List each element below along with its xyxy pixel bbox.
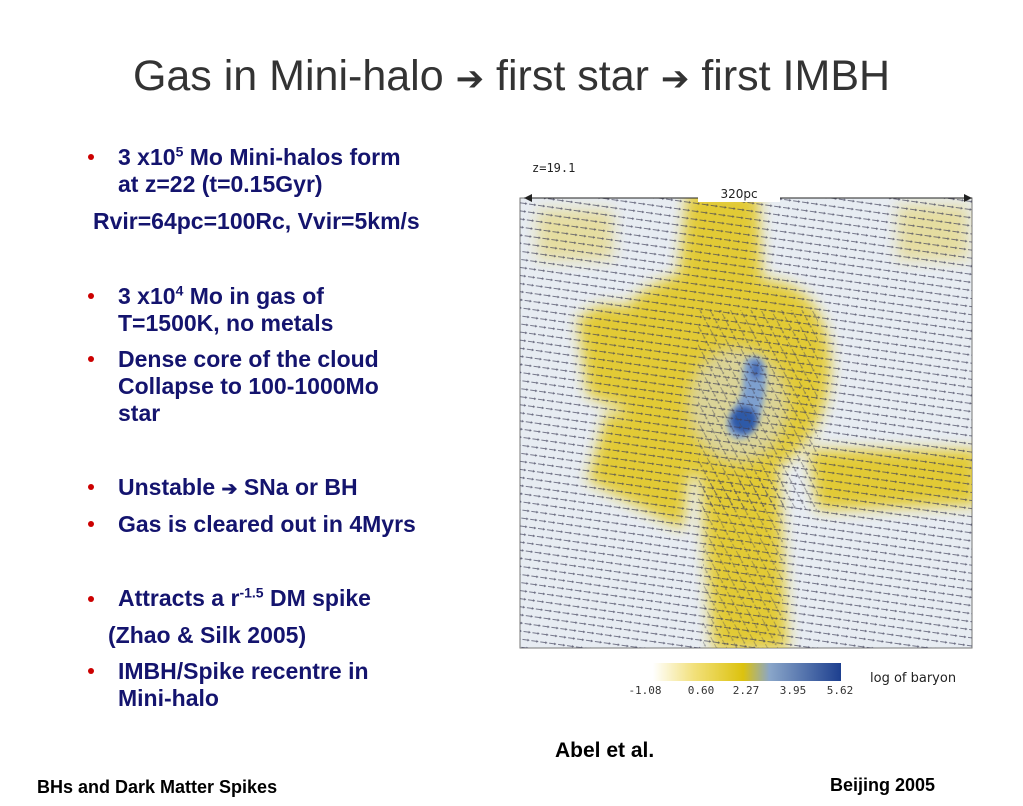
footer-right: Beijing 2005: [830, 775, 936, 795]
scale-arrow-right-icon: [964, 194, 972, 202]
arrow-icon: ➔: [660, 60, 690, 98]
simulation-image: z=19.1 320pc: [519, 161, 973, 649]
bullet-dot: [88, 293, 94, 299]
figure-credit: Abel et al.: [555, 739, 655, 762]
rvir-line: Rvir=64pc=100Rc, Vvir=5km/s: [93, 208, 420, 234]
bullet-dot: [88, 154, 94, 160]
title-part-3: first IMBH: [701, 52, 891, 100]
bullet-minihalo: 3 x105 Mo Mini-halos form at z=22 (t=0.1…: [118, 143, 401, 197]
bullet-gas-cleared: Gas is cleared out in 4Myrs: [118, 511, 416, 537]
simulation-figure: z=19.1 320pc -1.08 0.60 2.27 3.95 5.62 l…: [518, 150, 978, 697]
bullet-gas-mass: 3 x104 Mo in gas of T=1500K, no metals: [118, 282, 334, 336]
arrow-icon: ➔: [455, 60, 485, 98]
footer-left: BHs and Dark Matter Spikes: [37, 777, 278, 797]
title-part-1: Gas in Mini-halo: [132, 52, 444, 100]
bullet-dot: [88, 668, 94, 674]
bullet-dot: [88, 356, 94, 362]
colorbar-tick: 0.60: [688, 684, 715, 697]
colorbar-gradient: [653, 663, 841, 681]
bullet-dot: [88, 521, 94, 527]
colorbar-label: log of baryon: [870, 671, 956, 686]
arrow-icon: ➔: [221, 479, 238, 500]
slide-title: Gas in Mini-halo ➔ first star ➔ first IM…: [0, 52, 1023, 101]
colorbar-tick: -1.08: [628, 684, 661, 697]
bullet-imbh-recentre: IMBH/Spike recentre in Mini-halo: [118, 658, 369, 711]
colorbar: -1.08 0.60 2.27 3.95 5.62 log of baryon: [628, 663, 956, 697]
bullet-dm-spike: Attracts a r-1.5 DM spike: [118, 584, 371, 611]
bullet-dot: [88, 484, 94, 490]
bullet-dense-core: Dense core of the cloud Collapse to 100-…: [118, 346, 379, 426]
bullet-dot: [88, 596, 94, 602]
scale-arrow-left-icon: [524, 194, 532, 202]
redshift-label: z=19.1: [532, 161, 575, 175]
title-part-2: first star: [496, 52, 649, 100]
zhao-reference: (Zhao & Silk 2005): [108, 622, 307, 648]
colorbar-tick: 5.62: [827, 684, 854, 697]
scale-label: 320pc: [720, 187, 757, 201]
colorbar-tick: 3.95: [780, 684, 807, 697]
bullet-unstable: Unstable ➔ SNa or BH: [118, 474, 358, 500]
colorbar-tick: 2.27: [733, 684, 760, 697]
